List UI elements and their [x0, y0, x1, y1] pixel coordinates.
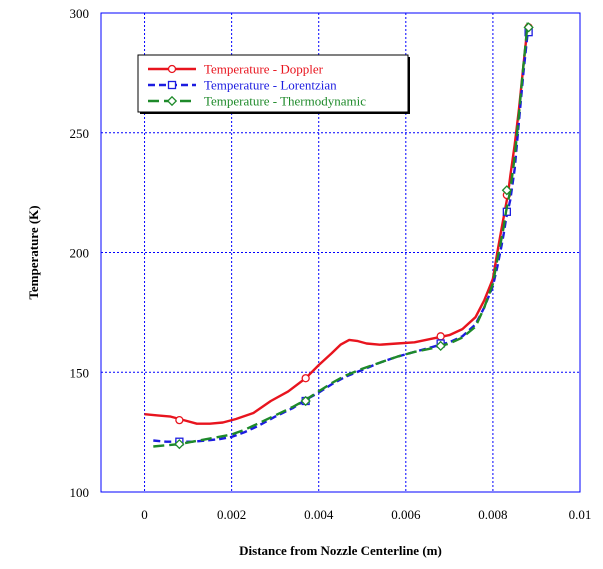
y-tick-label: 250: [70, 126, 90, 141]
x-axis-title: Distance from Nozzle Centerline (m): [239, 543, 442, 558]
series-group: [144, 22, 534, 450]
legend-label: Temperature - Doppler: [204, 62, 324, 77]
series-line: [144, 24, 529, 425]
y-tick-label: 300: [70, 6, 90, 21]
legend-label: Temperature - Lorentzian: [204, 78, 337, 93]
y-tick-label: 150: [70, 365, 90, 380]
series-diamond: [153, 22, 534, 450]
legend-marker: [166, 95, 178, 107]
legend-label: Temperature - Thermodynamic: [204, 94, 366, 109]
y-axis-title: Temperature (K): [26, 205, 41, 299]
data-point-marker: [501, 185, 512, 196]
data-point-marker: [436, 332, 445, 341]
x-tick-label: 0.004: [304, 507, 334, 522]
x-tick-label: 0: [141, 507, 148, 522]
y-tick-label: 200: [70, 246, 90, 261]
data-point-marker: [301, 374, 310, 383]
x-tick-label: 0.01: [569, 507, 592, 522]
x-tick-label: 0.008: [478, 507, 507, 522]
y-tick-label: 100: [70, 485, 90, 500]
x-tick-label: 0.006: [391, 507, 421, 522]
data-point-marker: [435, 340, 446, 352]
plot-frame: [100, 12, 581, 493]
data-point-marker: [300, 395, 311, 407]
x-tick-label: 0.002: [217, 507, 246, 522]
legend-marker: [167, 80, 177, 90]
tick-labels: 0 0.002 0.004 0.006 0.008 0.01 100 150 200 250 300: [70, 6, 592, 522]
series-line: [153, 22, 529, 448]
data-point-marker: [523, 22, 534, 33]
data-point-marker: [175, 415, 184, 425]
legend-marker: [167, 64, 177, 74]
data-point-marker: [174, 438, 185, 450]
legend-box: [137, 54, 409, 113]
